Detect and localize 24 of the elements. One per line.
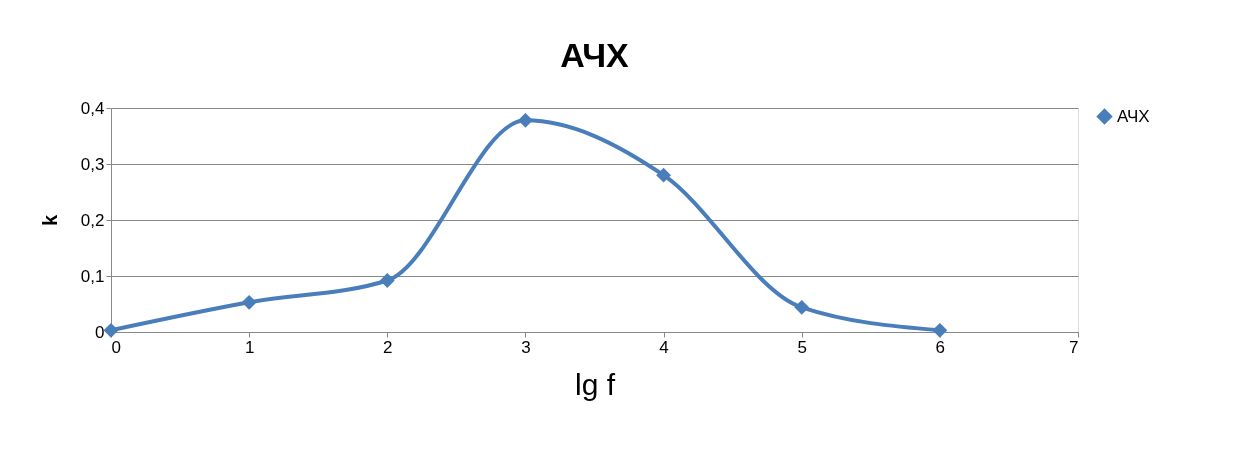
point (656, 167, 671, 183)
x-tick-label: 2 (383, 337, 393, 357)
x-tick-label: 7 (1069, 337, 1079, 357)
x-tick-label: 4 (659, 337, 669, 357)
point (932, 322, 948, 338)
y-tick-label: 0,3 (80, 154, 105, 174)
x-tick-label: 5 (797, 337, 807, 357)
legend-label: АЧХ (1117, 106, 1150, 126)
x-tick-label: 3 (521, 337, 531, 357)
x-axis-title: lg f (574, 367, 616, 401)
point (241, 294, 257, 310)
point (794, 299, 810, 315)
chart-title: АЧХ (560, 36, 630, 74)
y-tick-label: 0 (95, 322, 105, 342)
x-tick-label: 6 (935, 337, 946, 357)
y-axis-title: k (38, 214, 61, 227)
y-tick-label: 0,2 (80, 210, 105, 230)
point (379, 273, 395, 288)
point (103, 322, 119, 338)
y-tick-label: 0,1 (80, 266, 105, 286)
y-tick-label: 0,4 (80, 98, 105, 118)
point (518, 112, 533, 128)
x-tick-label: 0 (111, 337, 121, 357)
x-tick-label: 1 (244, 337, 255, 357)
